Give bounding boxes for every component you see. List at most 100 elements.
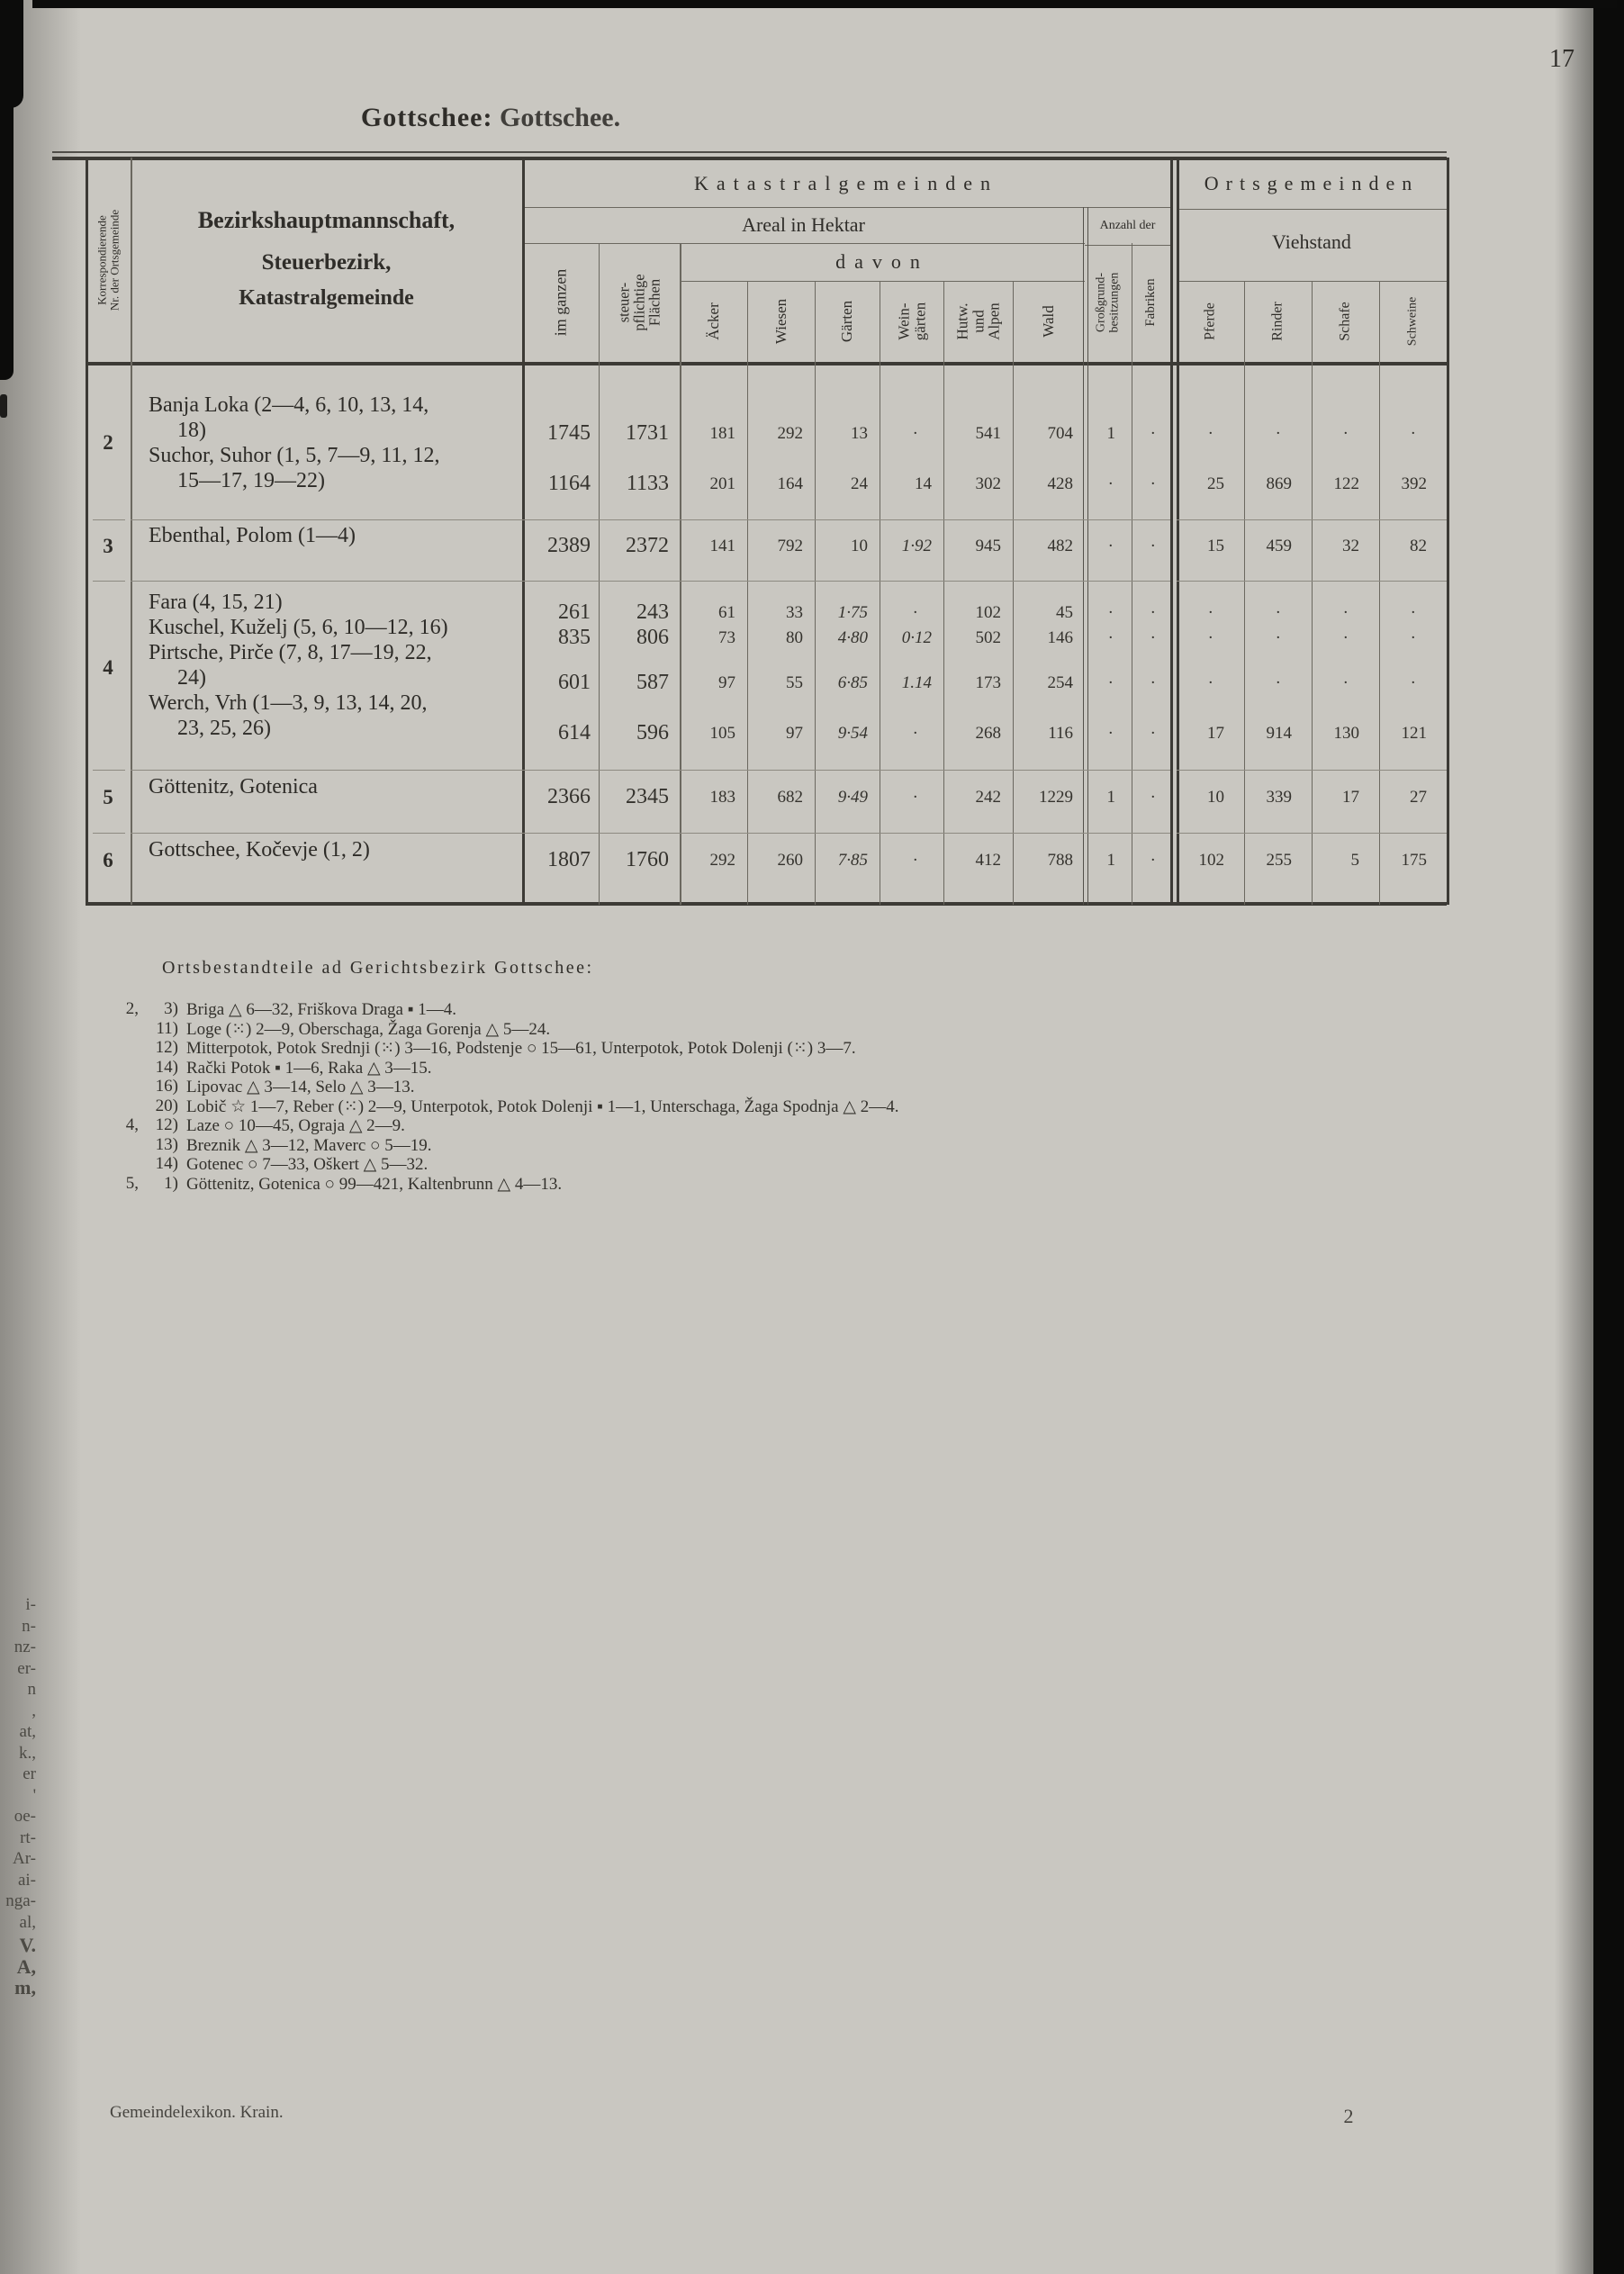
footnote-text: Gotenec ○ 7—33, Oškert △ 5—32. [186,1155,429,1174]
cell-value: · [1107,673,1114,692]
footer-sheet-number: 2 [1343,2105,1354,2127]
cell-value: · [1410,603,1416,622]
cell-value: 141 [709,537,736,555]
book-spine-shadow [0,0,81,2274]
header-line [1085,245,1170,247]
scan-background-top [32,0,1617,8]
footnote-text: Rački Potok ▪ 1—6, Raka △ 3—15. [186,1058,432,1078]
column-rule [1177,158,1179,905]
footnote-group-prefix [106,1038,139,1058]
footnote-line: 2, 3) Briga △ 6—32, Friškova Draga ▪ 1—4. [106,999,898,1019]
cell-value: 17 [1207,724,1224,743]
corr-nr-header: Korrespondierende Nr. der Ortsgemeinde [86,158,131,363]
footnote-group-prefix: 2, [125,999,139,1018]
header-katastralgemeinde: Katastralgemeinde [239,285,414,310]
katastralgemeinde-name: Suchor, Suhor (1, 5, 7—9, 11, 12, [149,444,440,467]
header-viehstand: Viehstand [1272,230,1351,253]
margin-fragment: k., [19,1743,36,1763]
footnote-number: 12) [155,1115,178,1134]
cell-value: · [1107,474,1114,493]
margin-fragment: n [27,1680,37,1699]
row-separator-line [1177,770,1447,772]
header-line [680,281,1085,283]
cell-value: · [912,603,918,622]
cell-value: 428 [1047,474,1074,493]
cell-value: · [912,724,918,743]
cell-value: 102 [975,603,1002,622]
cell-value: · [1107,537,1114,555]
statistics-table: Korrespondierende Nr. der Ortsgemeinde B… [52,151,1449,906]
header-steuerbezirk: Steuerbezirk, [261,250,392,275]
cell-value: 10 [1207,788,1224,807]
cell-value: 102 [1198,851,1225,870]
footnote-number: 16) [155,1077,178,1096]
rotated-label-text: Großgrund- besitzungen [1094,272,1121,333]
katastralgemeinde-name: 15—17, 19—22) [177,469,325,492]
cell-value: · [1342,424,1349,443]
margin-fragment: ai- [17,1870,36,1890]
footnote-number: 14) [155,1154,178,1173]
footnote-group-prefix [106,1135,139,1155]
column-rule [680,243,681,905]
header-anzahl-der: Anzahl der [1099,219,1156,232]
margin-fragment: nz- [14,1638,36,1656]
column-rule [1312,281,1313,905]
page-number: 17 [1549,45,1574,73]
column-rule [815,281,816,905]
footnote-number: 11) [156,1018,178,1038]
cell-value: 121 [1401,724,1428,743]
katastralgemeinde-name: Banja Loka (2—4, 6, 10, 13, 14, [149,393,429,417]
cell-value: · [1107,724,1114,743]
cell-value: 914 [1266,724,1293,743]
cell-value: 2345 [626,785,669,808]
col-header-rinder: Rinder [1244,281,1312,362]
scan-speck [0,394,7,418]
cell-value: 33 [786,603,803,622]
column-rule [943,281,944,905]
column-rule [747,281,748,905]
column-rule [131,158,132,905]
scan-background-right [1593,0,1624,2274]
footnote-group-prefix [106,1154,139,1174]
cell-value: 146 [1047,628,1074,647]
cell-value: · [1150,724,1156,743]
cell-value: 0·12 [901,628,932,647]
rotated-label-text: Fabriken [1142,278,1158,327]
col-header-schweine: Schweine [1379,281,1447,362]
column-rule [1244,281,1245,905]
rotated-label-text: steuer- pflichtige Flächen [615,274,663,331]
cell-value: 9·49 [837,788,868,807]
cell-value: · [1207,424,1213,443]
cell-value: · [1410,628,1416,647]
cell-value: 17 [1342,788,1359,807]
cell-value: · [1150,537,1156,555]
cell-value: 97 [718,673,735,692]
table-bottom-rule [86,902,1447,906]
cell-value: 183 [709,788,736,807]
cell-value: 1133 [626,472,669,495]
col-header-steuerpflichtige-flaechen: steuer- pflichtige Flächen [599,243,680,362]
cell-value: 73 [718,628,735,647]
cell-value: 835 [558,626,591,649]
footnote-line: 13) Breznik △ 3—12, Maverc ○ 5—19. [106,1135,898,1155]
cell-value: 55 [786,673,803,692]
column-rule [1379,281,1380,905]
cell-value: 587 [636,671,669,694]
footnote-group-prefix [106,1096,139,1116]
cell-value: · [1275,603,1281,622]
cell-value: · [912,851,918,870]
cell-value: 392 [1401,474,1428,493]
col-header-grossgrundbesitzungen: Großgrund- besitzungen [1085,243,1132,362]
column-rule [1170,158,1173,905]
footnote-text: Breznik △ 3—12, Maverc ○ 5—19. [186,1135,432,1155]
footnote-text: Briga △ 6—32, Friškova Draga ▪ 1—4. [186,1000,456,1019]
header-areal-in-hektar: Areal in Hektar [742,213,865,236]
footnote-line: 5, 1) Göttenitz, Gotenica ○ 99—421, Kalten… [106,1174,898,1194]
row-separator-line [131,519,1170,521]
col-header-weingaerten: Wein- gärten [880,281,943,362]
header-line [1177,209,1447,211]
margin-fragment: at, [19,1722,36,1741]
cell-value: 6·85 [837,673,868,692]
row-separator-line [131,581,1170,582]
cell-value: 261 [558,600,591,624]
